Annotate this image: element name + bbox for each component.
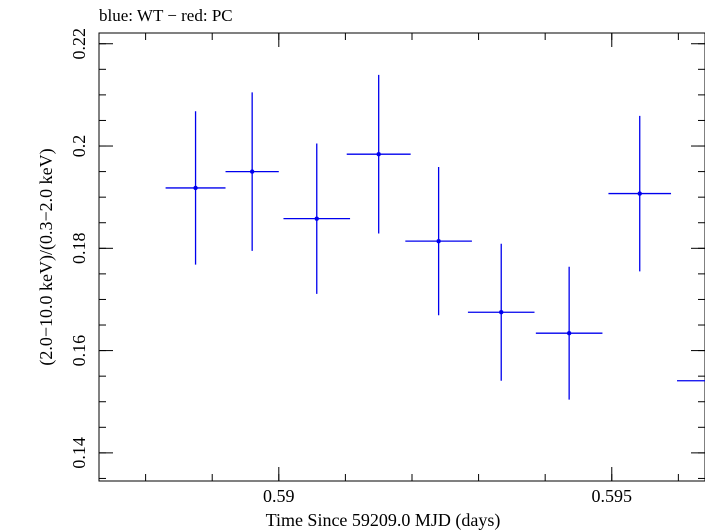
data-point <box>535 266 603 400</box>
point-marker <box>314 216 319 221</box>
data-point <box>467 243 535 381</box>
plot-frame <box>98 32 705 482</box>
data-point <box>608 115 672 272</box>
y-tick-label: 0.18 <box>69 233 89 265</box>
point-marker <box>637 191 642 196</box>
data-point <box>225 92 279 251</box>
point-marker <box>499 310 504 315</box>
x-tick-label: 0.595 <box>592 486 633 506</box>
data-points <box>165 74 705 400</box>
data-point <box>346 74 411 234</box>
data-point <box>677 380 705 382</box>
x-axis-label: Time Since 59209.0 MJD (days) <box>266 510 501 531</box>
y-axis-label: (2.0−10.0 keV)/(0.3−2.0 keV) <box>36 148 57 365</box>
point-marker <box>566 331 572 336</box>
y-axis-ticks: 0.14 0.16 0.18 0.2 0.22 <box>69 28 705 479</box>
y-tick-label: 0.2 <box>69 135 89 158</box>
y-tick-label: 0.22 <box>69 28 89 60</box>
x-axis-ticks: 0.59 0.595 <box>145 33 679 506</box>
x-tick-label: 0.59 <box>263 486 295 506</box>
point-marker <box>193 185 198 191</box>
data-point <box>165 111 226 265</box>
y-tick-label: 0.14 <box>69 437 89 469</box>
point-marker <box>436 238 441 244</box>
point-marker <box>376 152 381 157</box>
y-tick-label: 0.16 <box>69 335 89 367</box>
point-marker <box>249 169 255 174</box>
data-point <box>283 143 351 294</box>
chart-title: blue: WT − red: PC <box>99 6 233 25</box>
data-point <box>405 166 472 316</box>
